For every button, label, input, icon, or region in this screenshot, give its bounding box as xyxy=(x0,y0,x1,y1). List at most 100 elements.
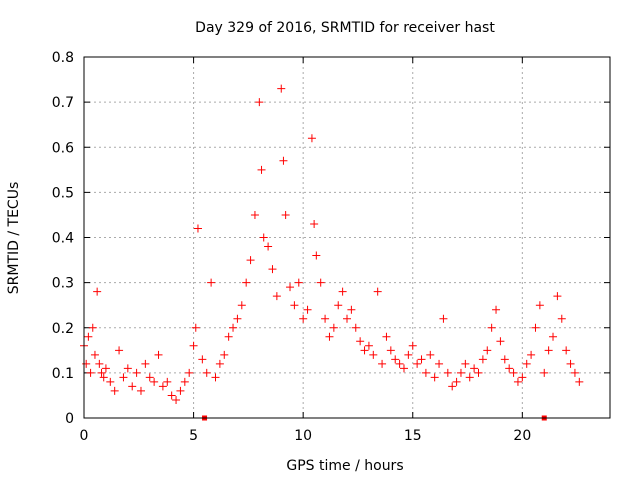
y-axis-label: SRMTID / TECUs xyxy=(6,182,22,295)
data-point xyxy=(544,346,553,355)
data-point xyxy=(399,364,408,373)
data-point xyxy=(99,373,108,382)
data-point xyxy=(259,233,268,242)
data-point xyxy=(215,359,224,368)
y-tick-label: 0.6 xyxy=(52,140,74,156)
data-point xyxy=(312,251,321,260)
data-point xyxy=(154,350,163,359)
data-point xyxy=(123,364,132,373)
data-point xyxy=(487,323,496,332)
data-point xyxy=(310,219,319,228)
data-point xyxy=(553,292,562,301)
data-point xyxy=(413,359,422,368)
data-point xyxy=(176,386,185,395)
data-point xyxy=(351,323,360,332)
data-point xyxy=(448,382,457,391)
data-point xyxy=(132,368,141,377)
data-point xyxy=(386,346,395,355)
data-point xyxy=(299,314,308,323)
data-point xyxy=(549,332,558,341)
x-tick-label: 10 xyxy=(294,428,312,444)
data-point xyxy=(439,314,448,323)
y-tick-label: 0.5 xyxy=(52,185,74,201)
data-point xyxy=(290,301,299,310)
data-point xyxy=(86,368,95,377)
data-point xyxy=(193,224,202,233)
x-tick-label: 5 xyxy=(189,428,198,444)
data-point xyxy=(430,373,439,382)
y-tick-label: 0.3 xyxy=(52,276,74,292)
data-point xyxy=(303,305,312,314)
data-point xyxy=(378,359,387,368)
data-point xyxy=(570,368,579,377)
data-point xyxy=(518,373,527,382)
data-point xyxy=(404,350,413,359)
data-point xyxy=(145,373,154,382)
x-tick-label: 0 xyxy=(80,428,89,444)
data-point xyxy=(242,278,251,287)
data-point xyxy=(356,337,365,346)
data-point xyxy=(257,165,266,174)
data-point xyxy=(452,377,461,386)
data-point xyxy=(492,305,501,314)
data-point xyxy=(246,256,255,265)
data-point xyxy=(500,355,509,364)
data-point xyxy=(343,314,351,323)
data-point xyxy=(207,278,216,287)
data-point xyxy=(527,350,536,359)
x-axis-label: GPS time / hours xyxy=(286,458,403,474)
data-point xyxy=(316,278,325,287)
data-point xyxy=(540,368,549,377)
data-point xyxy=(220,350,229,359)
data-point xyxy=(233,314,242,323)
data-point xyxy=(325,332,334,341)
data-point xyxy=(395,359,404,368)
y-tick-label: 0.8 xyxy=(52,50,74,66)
data-point xyxy=(136,386,145,395)
data-point xyxy=(435,359,444,368)
data-point xyxy=(237,301,246,310)
x-tick-label: 15 xyxy=(404,428,422,444)
data-point xyxy=(167,391,176,400)
y-tick-label: 0.4 xyxy=(52,231,74,247)
y-tick-label: 0.2 xyxy=(52,321,74,337)
data-point xyxy=(279,156,288,165)
data-point xyxy=(255,98,264,107)
data-point xyxy=(382,332,391,341)
data-point xyxy=(294,278,303,287)
data-point xyxy=(88,323,97,332)
data-point xyxy=(211,373,220,382)
data-point xyxy=(97,368,106,377)
data-point xyxy=(426,350,435,359)
data-point xyxy=(557,314,566,323)
data-point xyxy=(158,382,167,391)
data-point xyxy=(281,210,290,219)
x-tick-label: 20 xyxy=(513,428,531,444)
data-point xyxy=(150,377,159,386)
data-point xyxy=(224,332,233,341)
data-point xyxy=(286,283,295,292)
data-point xyxy=(272,292,281,301)
data-point xyxy=(191,323,200,332)
data-point xyxy=(106,377,115,386)
y-tick-label: 0 xyxy=(65,411,74,427)
data-point xyxy=(575,377,584,386)
data-point xyxy=(202,368,211,377)
data-point xyxy=(307,134,316,143)
data-point xyxy=(321,314,330,323)
data-point xyxy=(277,84,286,93)
data-point xyxy=(115,346,124,355)
data-point xyxy=(562,346,571,355)
tick-layer: 0 0.1 0.2 0.3 0.4 0.5 0.6 0.7 0.8 0 5 10 15 20 xyxy=(52,50,610,444)
plot-frame xyxy=(83,56,611,419)
data-point xyxy=(509,368,518,377)
data-point xyxy=(329,323,338,332)
data-point xyxy=(163,377,172,386)
data-point xyxy=(93,287,102,296)
data-point xyxy=(513,377,522,386)
data-point xyxy=(119,373,128,382)
data-point xyxy=(172,395,181,404)
data-point xyxy=(229,323,238,332)
data-point xyxy=(456,368,465,377)
